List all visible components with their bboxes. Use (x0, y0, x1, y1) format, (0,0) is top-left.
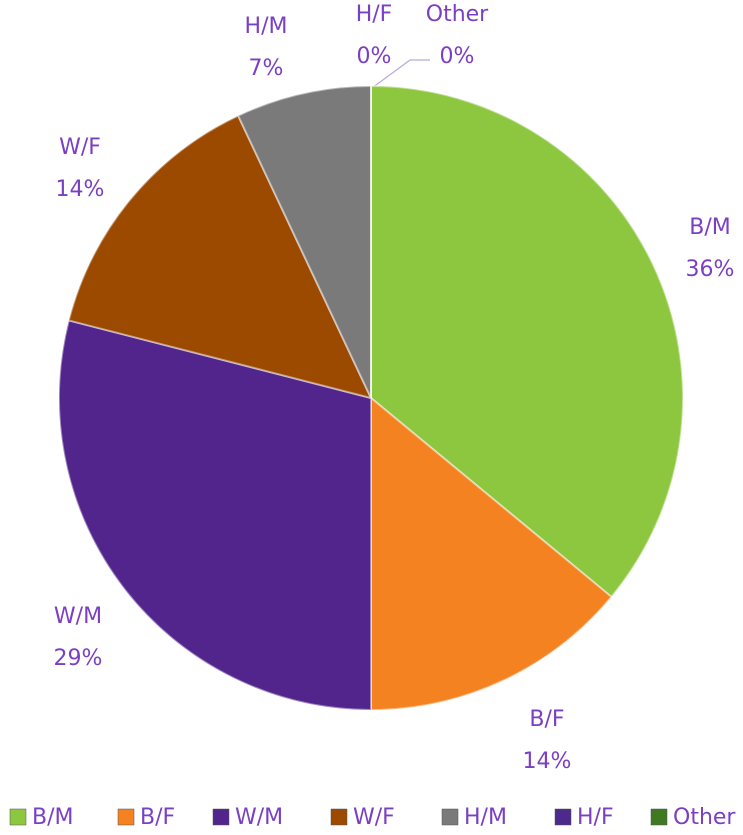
legend-swatch (441, 808, 459, 826)
legend-label: B/F (140, 805, 175, 830)
pie-slice (67, 114, 373, 400)
legend-swatch (9, 808, 27, 826)
slice-label: W/F (59, 135, 101, 160)
legend-swatch (650, 808, 668, 826)
slice-value-label: 14% (56, 177, 105, 202)
slice-value-label: 7% (249, 56, 284, 81)
slice-value-label: 36% (686, 257, 735, 282)
pie-slice (236, 84, 372, 399)
slice-label: H/F (356, 2, 393, 27)
legend-label: B/M (32, 805, 74, 830)
legend-label: Other (673, 805, 736, 830)
leader-line (371, 59, 411, 89)
legend-swatch (554, 808, 572, 826)
legend-swatch (212, 808, 230, 826)
legend-label: W/F (353, 805, 395, 830)
slice-value-label: 0% (357, 44, 392, 69)
legend-label: W/M (235, 805, 283, 830)
pie-slice (370, 395, 613, 712)
slice-label: Other (426, 2, 489, 27)
slice-label: B/F (529, 707, 564, 732)
pie-slice (58, 319, 372, 712)
slice-label: B/M (689, 215, 731, 240)
slice-label: H/M (245, 14, 288, 39)
legend-swatch (330, 808, 348, 826)
legend-label: H/M (464, 805, 507, 830)
slice-value-label: 14% (523, 749, 572, 774)
slice-value-label: 0% (440, 44, 475, 69)
legend-label: H/F (577, 805, 614, 830)
slice-label: W/M (54, 604, 102, 629)
legend-swatch (117, 808, 135, 826)
slice-value-label: 29% (54, 646, 103, 671)
pie-slice (370, 84, 684, 599)
